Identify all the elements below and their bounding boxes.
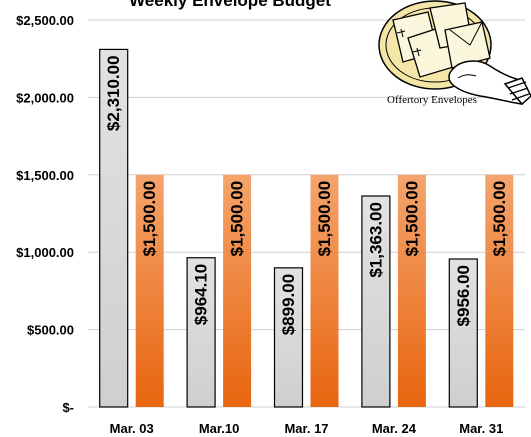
bar-budget [397, 174, 426, 407]
x-category-label: Mar. 24 [372, 421, 417, 436]
x-category-label: Mar. 03 [110, 421, 154, 436]
offertory-envelopes-clipart: Offertory Envelopes [378, 0, 531, 106]
bar-actual [361, 195, 391, 408]
bar-actual [99, 48, 129, 408]
bar-actual [273, 267, 304, 408]
bar-actual [448, 258, 478, 408]
x-category-label: Mar. 17 [284, 421, 328, 436]
data-label: $1,500.00 [140, 181, 159, 257]
y-tick-label: $1,000.00 [16, 245, 74, 260]
x-category-label: Mar.10 [199, 421, 239, 436]
data-label: $964.10 [192, 264, 211, 325]
x-category-label: Mar. 31 [459, 421, 503, 436]
chart-title: Weekly Envelope Budget [129, 0, 331, 10]
y-tick-label: $2,000.00 [16, 90, 74, 105]
bar-budget [310, 174, 339, 407]
data-label: $1,500.00 [490, 181, 509, 257]
data-label: $2,310.00 [104, 55, 123, 131]
data-label: $1,363.00 [366, 202, 385, 278]
y-tick-label: $- [62, 400, 74, 415]
bar-budget [485, 174, 514, 407]
y-axis-ticks: $- $500.00 $1,000.00 $1,500.00 $2,000.00 $2,5… [16, 13, 74, 415]
bar-budget [135, 174, 164, 407]
data-label: $1,500.00 [315, 181, 334, 257]
x-axis-categories: Mar. 03 Mar.10 Mar. 17 Mar. 24 Mar. 31 [110, 421, 504, 436]
data-label: $1,500.00 [402, 181, 421, 257]
bar-actual [186, 257, 216, 408]
data-label: $1,500.00 [228, 181, 247, 257]
bars: $2,310.00 $1,500.00 $964.10 $1,500.00 $899.0… [99, 48, 514, 408]
y-tick-label: $1,500.00 [16, 168, 74, 183]
clipart-caption: Offertory Envelopes [387, 94, 477, 106]
data-label: $956.00 [454, 265, 473, 326]
y-tick-label: $2,500.00 [16, 13, 74, 28]
data-label: $899.00 [279, 274, 298, 335]
y-tick-label: $500.00 [27, 323, 74, 338]
hand-holding-envelopes-icon [378, 0, 531, 106]
bar-budget [223, 174, 252, 407]
